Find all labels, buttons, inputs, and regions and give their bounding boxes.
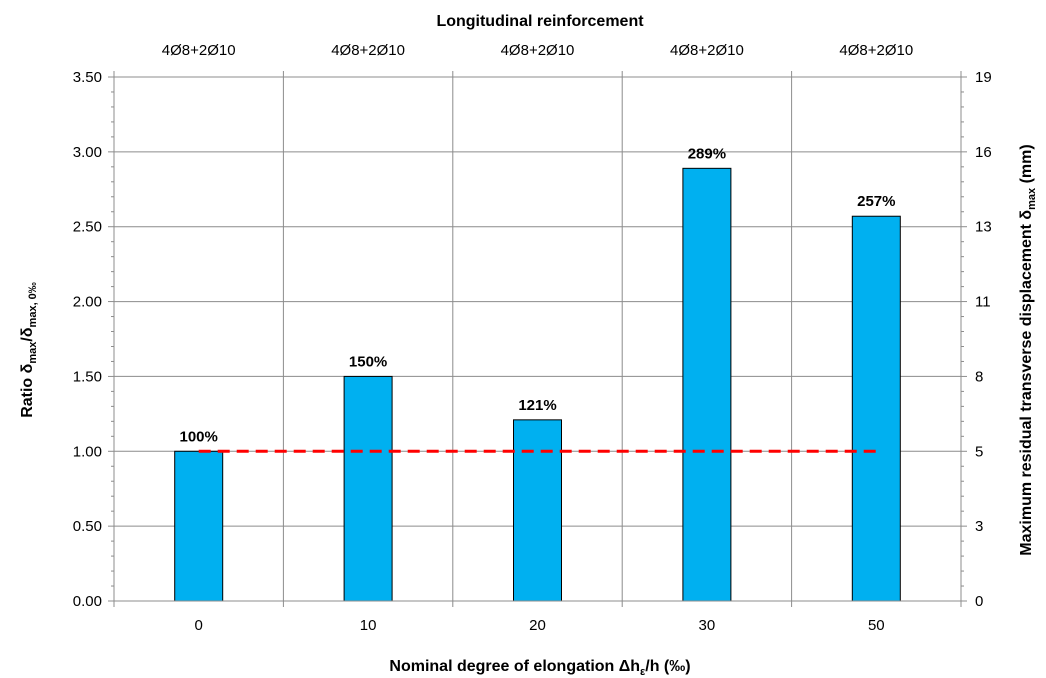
x-tick-label: 20 — [529, 617, 546, 634]
bar — [343, 375, 393, 602]
data-label: 257% — [857, 193, 895, 210]
top-axis-label: 4Ø8+2Ø10 — [839, 42, 913, 59]
bar — [513, 419, 562, 602]
plot-frame — [113, 76, 962, 602]
x-axis-title: Nominal degree of elongation Δhε/h (‰) — [389, 658, 690, 678]
y-tick-label: 3.50 — [73, 69, 102, 86]
y2-tick-label: 5 — [975, 443, 983, 460]
bar — [851, 215, 901, 602]
top-axis-label: 4Ø8+2Ø10 — [670, 42, 744, 59]
y2-axis-title: Maximum residual transverse displacement… — [1018, 144, 1038, 555]
y-tick-label: 2.00 — [73, 294, 102, 311]
y2-tick-label: 16 — [975, 144, 992, 161]
y2-tick-label: 8 — [975, 368, 983, 385]
x-tick-label: 10 — [360, 617, 377, 634]
top-axis-label: 4Ø8+2Ø10 — [162, 42, 236, 59]
y-tick-label: 3.00 — [73, 144, 102, 161]
y2-tick-label: 11 — [975, 294, 991, 311]
bars — [174, 167, 901, 602]
y-tick-label: 0.50 — [73, 518, 102, 535]
x-tick-label: 0 — [195, 617, 203, 634]
data-labels: 100% 150% 121% 289% 257% — [180, 145, 896, 445]
y2-tick-label: 3 — [975, 518, 983, 535]
data-label: 150% — [349, 353, 387, 370]
top-axis-label: 4Ø8+2Ø10 — [501, 42, 575, 59]
data-label: 100% — [180, 428, 218, 445]
y-tick-label: 1.50 — [73, 368, 102, 385]
top-axis-label: 4Ø8+2Ø10 — [331, 42, 405, 59]
data-label: 121% — [518, 397, 556, 414]
y-tick-label: 2.50 — [73, 219, 102, 236]
axes: 0.00 0.50 1.00 1.50 2.00 2.50 3.00 3.50 0 3 5 8 11 13… — [73, 42, 992, 634]
x-tick-label: 30 — [699, 617, 716, 634]
y2-tick-label: 0 — [975, 593, 983, 610]
top-axis-title: Longitudinal reinforcement — [436, 13, 644, 30]
y-tick-label: 1.00 — [73, 443, 102, 460]
bar — [174, 450, 224, 602]
y2-tick-label: 19 — [975, 69, 992, 86]
y2-tick-label: 13 — [975, 219, 992, 236]
x-tick-label: 50 — [868, 617, 885, 634]
bar — [682, 167, 732, 602]
y-tick-label: 0.00 — [73, 593, 102, 610]
data-label: 289% — [688, 145, 726, 162]
y-axis-title: Ratio δmax/δmax, 0‰ — [19, 282, 39, 418]
